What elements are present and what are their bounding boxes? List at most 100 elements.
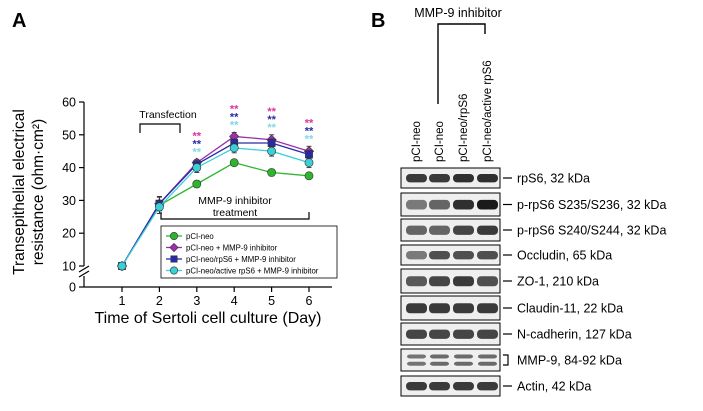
- x-tick-label: 5: [268, 294, 275, 308]
- data-point: [267, 139, 276, 147]
- blot-band: [478, 354, 497, 359]
- blot-band: [429, 329, 450, 339]
- blot-band: [477, 329, 498, 339]
- blot-band: [453, 382, 474, 391]
- blot-band: [406, 225, 427, 235]
- legend-box: [160, 225, 338, 279]
- blot-frame: [400, 218, 501, 242]
- blot-band: [406, 174, 427, 183]
- blot-row: rpS6, 32 kDa: [400, 167, 590, 189]
- blot-band: [453, 225, 474, 235]
- legend-marker: [170, 232, 179, 241]
- blot-row: MMP-9, 84-92 kDa: [400, 348, 622, 372]
- blot-row: N-cadherin, 127 kDa: [400, 322, 632, 346]
- band-label: ZO-1, 210 kDa: [517, 275, 599, 289]
- lane-label: pCI-neo/active rpS6: [482, 60, 494, 162]
- axis-break-mark-1: [78, 265, 90, 273]
- blot-band: [429, 174, 450, 183]
- blot-band: [430, 354, 449, 359]
- significance-mark: **: [230, 104, 239, 116]
- western-blots: rpS6, 32 kDa p-rpS6 S235/S236, 32 kDa p-rp…: [400, 167, 666, 397]
- blot-band: [453, 251, 474, 260]
- y-axis-title-line2: resistance (ohm·cm²): [30, 119, 47, 265]
- data-point: [304, 171, 314, 181]
- significance-mark: **: [193, 146, 202, 158]
- legend-marker: [170, 255, 178, 263]
- significance-mark: **: [193, 130, 202, 142]
- inhibitor-bracket: MMP-9 inhibitor treatment: [160, 195, 310, 220]
- significance-mark: **: [267, 122, 276, 134]
- y-tick-label: 50: [62, 128, 76, 142]
- data-point: [192, 179, 202, 189]
- series-layer: [116, 131, 315, 272]
- data-point: [192, 163, 202, 172]
- lane-labels: pCI-neo pCI-neo pCI-neo/rpS6 pCI-neo/active…: [411, 60, 494, 162]
- inhibitor-bracket-line: [160, 212, 310, 220]
- series-line: [121, 142, 310, 267]
- blot-band: [406, 276, 427, 287]
- blot-band: [477, 382, 498, 391]
- lane-label: pCI-neo: [434, 121, 446, 162]
- inhibitor-label-line1: MMP-9 inhibitor: [198, 195, 272, 207]
- blot-band: [453, 199, 474, 210]
- blot-band: [477, 251, 498, 260]
- mmp9-inhibitor-header: MMP-9 inhibitor: [414, 6, 502, 20]
- x-tick-label: 2: [156, 294, 163, 308]
- x-tick-label: 6: [306, 294, 313, 308]
- blot-band: [429, 276, 450, 287]
- x-axis-title: Time of Sertoli cell culture (Day): [94, 310, 321, 327]
- band-label: p-rpS6 S235/S236, 32 kDa: [517, 198, 666, 212]
- inhibitor-label-line2: treatment: [213, 207, 257, 219]
- significance-mark: **: [230, 112, 239, 124]
- data-point: [267, 146, 276, 156]
- band-label: MMP-9, 84-92 kDa: [517, 354, 622, 368]
- blot-band: [453, 303, 474, 314]
- blot-frame: [400, 348, 501, 372]
- series-line: [121, 161, 310, 267]
- band-label: N-cadherin, 127 kDa: [517, 328, 632, 342]
- x-tick-label: 3: [193, 294, 200, 308]
- lane-label: pCI-neo: [411, 121, 423, 162]
- blot-band: [429, 199, 450, 210]
- transfection-bracket-line: [139, 123, 181, 133]
- blot-band: [478, 361, 497, 366]
- series-4: [117, 142, 314, 271]
- data-point: [305, 150, 313, 159]
- data-point: [229, 158, 239, 168]
- blot-band: [407, 354, 426, 359]
- blot-band: [453, 174, 474, 183]
- blot-band: [406, 251, 427, 260]
- significance-mark: **: [305, 133, 314, 145]
- legend-label: pCI-neo/rpS6 + MMP-9 inhibitor: [186, 255, 296, 264]
- blot-row: p-rpS6 S235/S236, 32 kDa: [400, 192, 666, 217]
- y-axis-title-line1: Transepithelial electrical: [11, 109, 28, 275]
- blot-band: [406, 329, 427, 339]
- blot-row: Actin, 42 kDa: [400, 375, 591, 397]
- blot-frame: [400, 167, 501, 189]
- y-tick-label: 60: [62, 96, 76, 110]
- data-point: [267, 168, 276, 177]
- blot-band: [454, 361, 473, 366]
- data-point: [117, 261, 127, 271]
- blot-band: [477, 225, 498, 235]
- blot-row: ZO-1, 210 kDa: [400, 268, 599, 294]
- y-tick-label: 10: [62, 260, 76, 274]
- axes: [78, 102, 332, 288]
- y-axis-title: Transepithelial electrical resistance (o…: [11, 109, 47, 275]
- blot-band: [454, 354, 473, 359]
- blot-band: [453, 329, 474, 339]
- blot-band: [429, 303, 450, 314]
- data-point: [229, 143, 239, 153]
- significance-mark: **: [230, 120, 239, 132]
- x-tick-label: 4: [231, 294, 238, 308]
- x-tick-label: 1: [119, 294, 126, 308]
- transfection-bracket: Transfection: [139, 109, 197, 133]
- significance-marks: ************************: [193, 104, 314, 159]
- blot-row: p-rpS6 S240/S244, 32 kDa: [400, 218, 666, 242]
- legend-item: pCI-neo: [166, 232, 214, 241]
- data-point: [304, 158, 314, 168]
- y-tick-label: 40: [62, 161, 76, 175]
- lane-label: pCI-neo/rpS6: [458, 94, 470, 162]
- legend-item: pCI-neo/rpS6 + MMP-9 inhibitor: [166, 255, 296, 264]
